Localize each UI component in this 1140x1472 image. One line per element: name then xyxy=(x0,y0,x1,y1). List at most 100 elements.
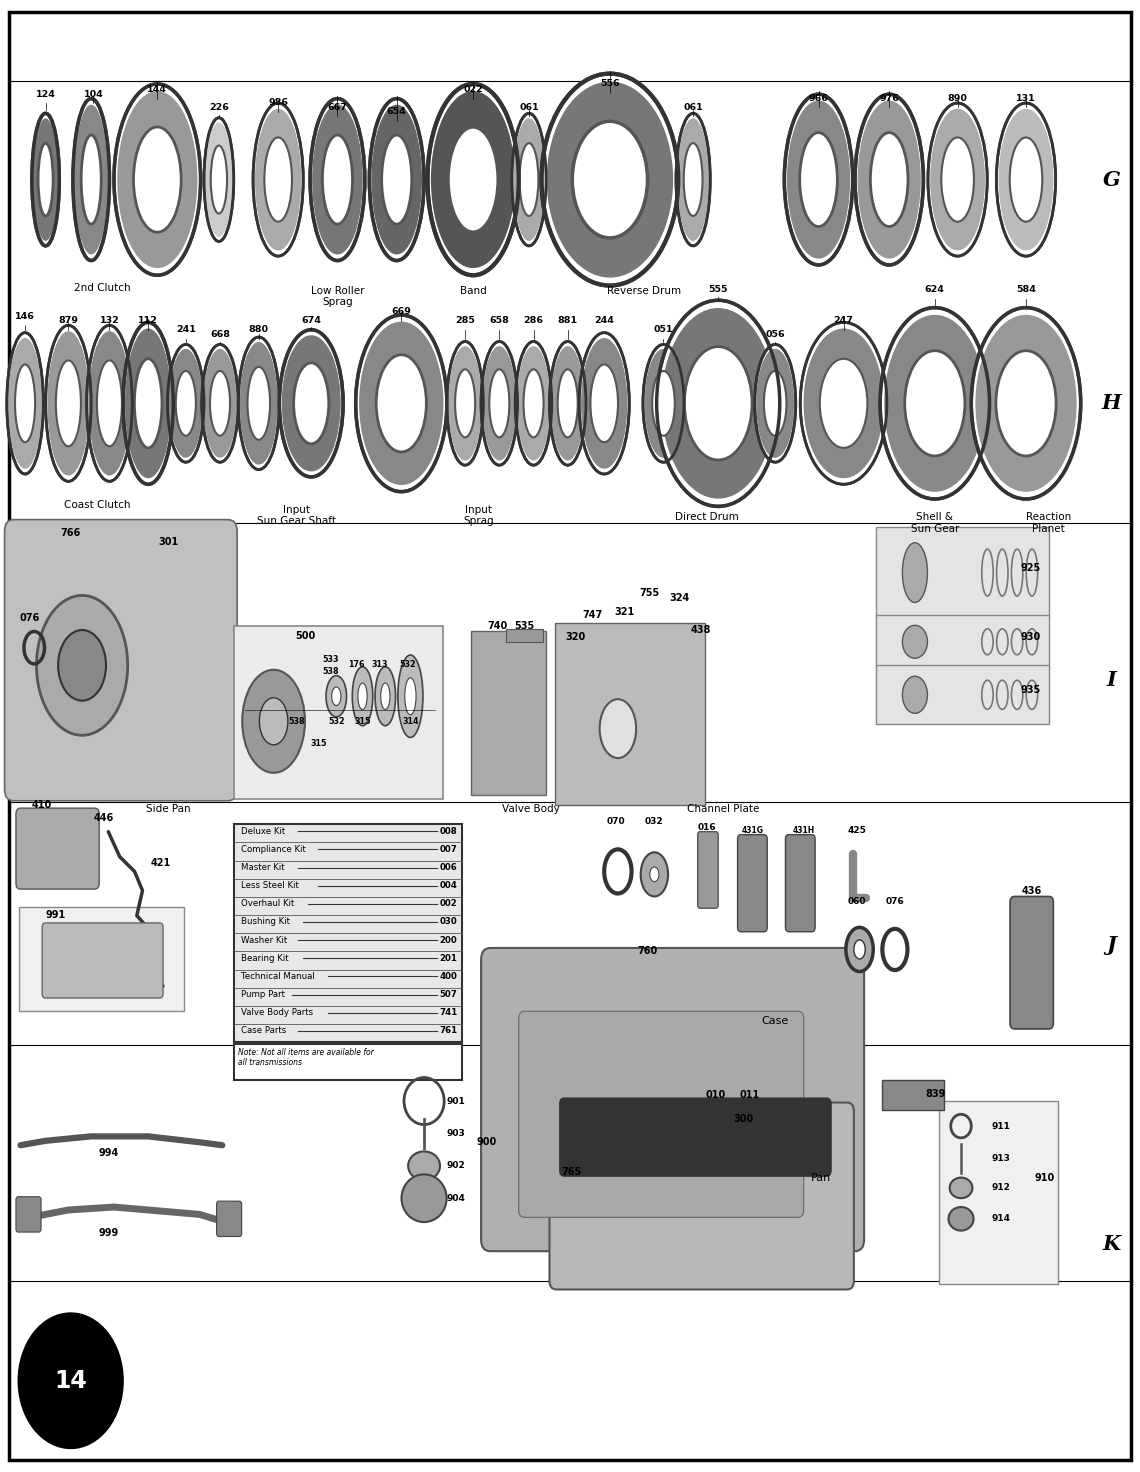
Text: 076: 076 xyxy=(886,896,904,905)
Text: Side Pan: Side Pan xyxy=(146,804,192,814)
Text: 032: 032 xyxy=(645,817,663,826)
Ellipse shape xyxy=(47,331,89,475)
Ellipse shape xyxy=(312,105,363,255)
Text: G: G xyxy=(1102,169,1121,190)
Ellipse shape xyxy=(168,344,204,462)
Ellipse shape xyxy=(764,371,787,436)
Text: 747: 747 xyxy=(583,611,603,620)
FancyBboxPatch shape xyxy=(506,629,543,642)
Text: 320: 320 xyxy=(565,633,586,642)
Text: 538: 538 xyxy=(288,717,304,726)
Ellipse shape xyxy=(58,630,106,701)
Text: 436: 436 xyxy=(1021,886,1042,896)
Ellipse shape xyxy=(643,344,684,462)
Text: 421: 421 xyxy=(150,858,171,867)
Ellipse shape xyxy=(557,369,578,437)
FancyBboxPatch shape xyxy=(549,1103,854,1289)
Ellipse shape xyxy=(489,369,510,437)
Ellipse shape xyxy=(282,336,341,471)
FancyBboxPatch shape xyxy=(16,808,99,889)
Text: 011: 011 xyxy=(740,1091,760,1100)
Text: 176: 176 xyxy=(349,659,365,668)
Ellipse shape xyxy=(408,1151,440,1181)
Ellipse shape xyxy=(880,308,990,499)
Ellipse shape xyxy=(356,315,447,492)
Ellipse shape xyxy=(73,99,109,261)
Ellipse shape xyxy=(447,342,483,465)
Ellipse shape xyxy=(398,655,423,737)
Text: 146: 146 xyxy=(15,312,35,321)
FancyBboxPatch shape xyxy=(9,12,1131,1460)
Text: Overhaul Kit: Overhaul Kit xyxy=(241,899,294,908)
Ellipse shape xyxy=(46,325,91,481)
Ellipse shape xyxy=(523,369,544,437)
Text: 030: 030 xyxy=(439,917,457,926)
Text: Shell &
Sun Gear: Shell & Sun Gear xyxy=(911,512,959,534)
Ellipse shape xyxy=(551,346,585,461)
Ellipse shape xyxy=(114,84,201,275)
Text: Input
Sun Gear Shaft: Input Sun Gear Shaft xyxy=(256,505,336,527)
Text: 991: 991 xyxy=(46,910,66,920)
Text: I: I xyxy=(1107,670,1116,690)
Ellipse shape xyxy=(756,349,795,458)
Text: Valve Body: Valve Body xyxy=(503,804,560,814)
FancyBboxPatch shape xyxy=(234,626,443,799)
Ellipse shape xyxy=(641,852,668,896)
Ellipse shape xyxy=(81,135,101,224)
Ellipse shape xyxy=(133,127,181,233)
Text: 431H: 431H xyxy=(792,826,815,835)
Text: J: J xyxy=(1107,935,1116,955)
Ellipse shape xyxy=(431,91,515,268)
Ellipse shape xyxy=(117,91,197,268)
Ellipse shape xyxy=(205,122,233,237)
Ellipse shape xyxy=(242,670,306,773)
Ellipse shape xyxy=(401,1175,447,1222)
FancyBboxPatch shape xyxy=(1010,896,1053,1029)
Ellipse shape xyxy=(579,333,629,474)
Text: 624: 624 xyxy=(925,286,945,294)
Text: 760: 760 xyxy=(637,946,658,955)
Ellipse shape xyxy=(358,683,367,710)
Text: 004: 004 xyxy=(439,882,457,891)
FancyBboxPatch shape xyxy=(785,835,815,932)
FancyBboxPatch shape xyxy=(471,631,546,795)
Ellipse shape xyxy=(123,322,173,484)
Text: 061: 061 xyxy=(519,103,539,112)
Ellipse shape xyxy=(33,118,58,241)
Text: 056: 056 xyxy=(765,330,785,339)
Text: 913: 913 xyxy=(992,1154,1011,1163)
Ellipse shape xyxy=(644,349,683,458)
Ellipse shape xyxy=(202,344,238,462)
Ellipse shape xyxy=(652,371,675,436)
Ellipse shape xyxy=(855,94,923,265)
Ellipse shape xyxy=(56,361,81,446)
Text: Bearing Kit: Bearing Kit xyxy=(241,954,288,963)
Ellipse shape xyxy=(513,118,545,241)
Text: 061: 061 xyxy=(683,103,703,112)
Ellipse shape xyxy=(210,371,230,436)
Ellipse shape xyxy=(820,359,868,447)
Ellipse shape xyxy=(787,100,850,259)
Ellipse shape xyxy=(857,100,921,259)
Ellipse shape xyxy=(32,113,59,246)
Ellipse shape xyxy=(169,349,203,458)
Ellipse shape xyxy=(323,135,352,224)
Ellipse shape xyxy=(7,333,43,474)
Text: 839: 839 xyxy=(926,1089,946,1098)
Ellipse shape xyxy=(515,342,552,465)
Circle shape xyxy=(18,1313,123,1448)
Text: 14: 14 xyxy=(55,1369,87,1393)
Ellipse shape xyxy=(755,344,796,462)
Text: 022: 022 xyxy=(463,85,483,94)
Text: 890: 890 xyxy=(947,94,968,103)
Ellipse shape xyxy=(36,595,128,735)
Ellipse shape xyxy=(971,308,1081,499)
Text: 008: 008 xyxy=(439,827,457,836)
Ellipse shape xyxy=(520,143,538,216)
Ellipse shape xyxy=(87,325,132,481)
Text: 910: 910 xyxy=(1034,1173,1054,1182)
Ellipse shape xyxy=(903,676,928,714)
Text: 500: 500 xyxy=(295,631,316,640)
FancyBboxPatch shape xyxy=(876,665,1049,724)
Text: Direct Drum: Direct Drum xyxy=(675,512,739,523)
